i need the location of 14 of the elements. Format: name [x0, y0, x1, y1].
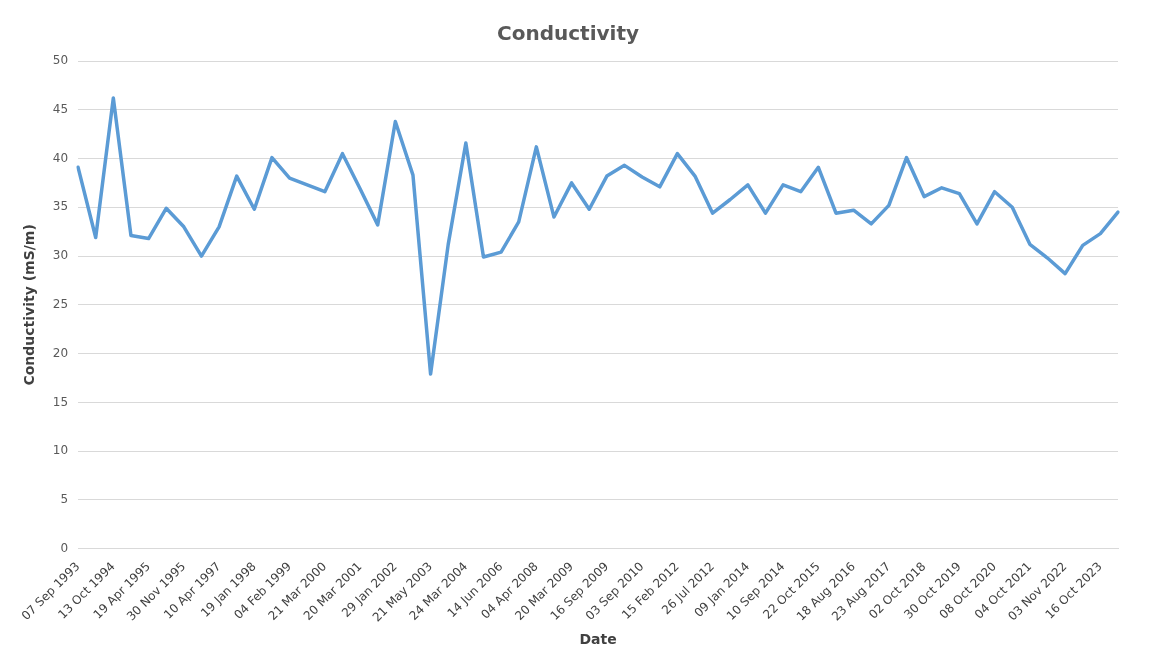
- y-tick-label: 5: [60, 492, 69, 507]
- y-tick-label: 0: [60, 540, 69, 555]
- y-tick-label: 25: [52, 296, 69, 311]
- y-tick-label: 40: [52, 150, 69, 165]
- x-axis-title: Date: [579, 631, 617, 648]
- chart-title: Conductivity: [497, 21, 639, 46]
- y-tick-label: 30: [52, 248, 69, 263]
- y-tick-label: 20: [52, 345, 69, 360]
- y-tick-label: 45: [52, 101, 69, 116]
- y-tick-label: 10: [52, 443, 69, 458]
- y-tick-label: 15: [52, 394, 69, 409]
- y-axis-title: Conductivity (mS/m): [21, 224, 38, 386]
- y-tick-label: 35: [52, 199, 69, 214]
- y-tick-label: 50: [52, 53, 69, 68]
